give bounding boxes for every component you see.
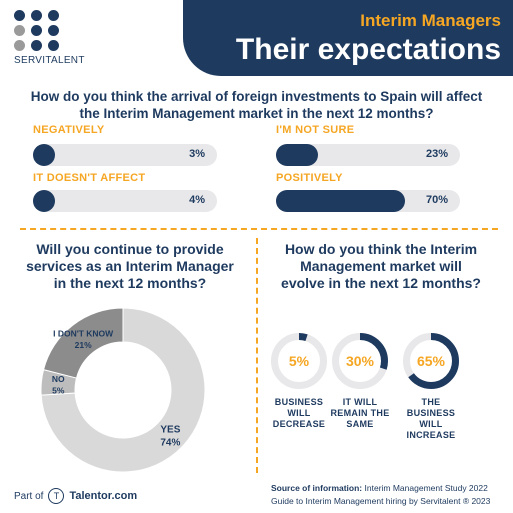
talentor-logo-icon: T xyxy=(48,488,65,504)
question-continue-services: Will you continue to provide services as… xyxy=(20,241,240,292)
logo-dot xyxy=(48,25,59,36)
logo-dot xyxy=(48,40,59,51)
logo-dots xyxy=(14,10,74,51)
donut-value-label: 74% xyxy=(160,437,180,448)
bar-value-label: 4% xyxy=(189,194,205,206)
bar-category-label: POSITIVELY xyxy=(276,172,343,184)
ring-category-label-line: INCREASE xyxy=(406,430,456,440)
guide-text: Guide to Interim Management hiring by Se… xyxy=(271,496,491,506)
ring-fill xyxy=(403,333,459,389)
footer-source: Source of information: Interim Managemen… xyxy=(271,482,490,508)
question-line: evolve in the next 12 months? xyxy=(281,275,481,291)
ring-category-label-line: WILL xyxy=(419,419,443,429)
bar-category-label: NEGATIVELY xyxy=(33,124,105,136)
logo-dot xyxy=(31,40,42,51)
bar-fill xyxy=(276,190,405,212)
ring-category-label: BUSINESS WILL DECREASE xyxy=(267,397,331,430)
donut-category-label: NO xyxy=(52,374,65,384)
logo-dot xyxy=(14,10,25,21)
bar-category-label: I'M NOT SURE xyxy=(276,124,355,136)
bar-track: 3% xyxy=(33,144,217,166)
footer-part-of: Part of T Talentor.com xyxy=(14,488,137,504)
donut-category-label: I DON'T KNOW xyxy=(53,329,114,339)
ring-category-label: IT WILL REMAIN THE SAME xyxy=(328,397,392,430)
header-title: Their expectations xyxy=(235,33,501,66)
ring-category-label-line: REMAIN THE xyxy=(330,408,390,418)
ring-category-label-line: IT WILL xyxy=(342,397,378,407)
question-line: How do you think the Interim xyxy=(284,241,478,257)
header-subtitle: Interim Managers xyxy=(360,11,501,30)
donut-value-label: 5% xyxy=(52,385,65,395)
bar-track: 4% xyxy=(33,190,217,212)
ring-fill xyxy=(271,333,327,389)
ring-category-label-line: DECREASE xyxy=(272,419,326,429)
part-of-text: Part of xyxy=(14,490,44,502)
question-line: in the next 12 months? xyxy=(53,275,207,291)
progress-ring: 5% xyxy=(271,333,327,389)
question-line: services as an Interim Manager xyxy=(26,258,234,274)
bar-track: 70% xyxy=(276,190,460,212)
progress-ring: 30% xyxy=(332,333,388,389)
servitalent-logo: SERVITALENT xyxy=(14,10,85,66)
logo-text: SERVITALENT xyxy=(14,55,85,66)
donut-slice xyxy=(42,307,124,379)
donut-value-label: 21% xyxy=(75,340,92,350)
bar-track: 23% xyxy=(276,144,460,166)
progress-ring: 65% xyxy=(403,333,459,389)
talentor-link[interactable]: Talentor.com xyxy=(69,490,138,502)
logo-dot xyxy=(48,10,59,21)
ring-value-label: 30% xyxy=(346,353,375,369)
question-foreign-investments: How do you think the arrival of foreign … xyxy=(0,88,513,122)
bar-value-label: 3% xyxy=(189,148,205,160)
bar-fill xyxy=(33,190,55,212)
donut-category-label: YES xyxy=(160,424,180,435)
ring-category-label-line: SAME xyxy=(346,419,374,429)
question-line: Management market will xyxy=(300,258,462,274)
question-line: How do you think the arrival of foreign … xyxy=(30,89,483,104)
bar-fill xyxy=(33,144,55,166)
ring-category-label-line: BUSINESS xyxy=(274,397,324,407)
logo-dot xyxy=(31,10,42,21)
ring-category-label-line: THE BUSINESS xyxy=(406,397,456,418)
logo-dot xyxy=(14,40,25,51)
bar-value-label: 23% xyxy=(425,148,448,160)
logo-dot xyxy=(14,25,25,36)
question-market-evolution: How do you think the Interim Management … xyxy=(262,241,500,292)
ring-category-label: THE BUSINESS WILL INCREASE xyxy=(399,397,463,441)
horizontal-divider xyxy=(20,228,498,230)
source-label: Source of information: xyxy=(271,483,363,493)
bar-fill xyxy=(276,144,319,166)
ring-category-label-line: WILL xyxy=(287,408,311,418)
ring-value-label: 65% xyxy=(417,353,446,369)
source-value: Interim Management Study 2022 xyxy=(364,483,488,493)
header-banner: Interim Managers Their expectations xyxy=(183,0,513,76)
logo-dot xyxy=(31,25,42,36)
question-line: Will you continue to provide xyxy=(36,241,224,257)
vertical-divider xyxy=(256,238,258,473)
bar-value-label: 70% xyxy=(425,194,448,206)
ring-value-label: 5% xyxy=(289,353,310,369)
ring-fill xyxy=(332,333,388,389)
bar-category-label: IT DOESN'T AFFECT xyxy=(33,172,146,184)
donut-slice xyxy=(40,307,206,473)
question-line: the Interim Management market in the nex… xyxy=(79,106,434,121)
